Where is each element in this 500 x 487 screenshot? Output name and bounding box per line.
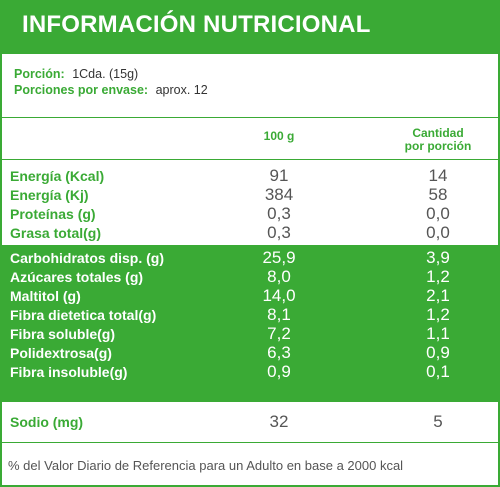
value-per-serving: 0,1: [426, 362, 450, 381]
nutrient-name: Energía (Kj): [10, 187, 89, 203]
value-per100: 91: [269, 166, 289, 185]
table-row: Fibra insoluble(g) 0,9 0,1: [2, 362, 498, 382]
value-per-serving: 5: [433, 412, 443, 431]
value-per100: 384: [264, 185, 294, 204]
nutrient-name: Grasa total(g): [10, 225, 102, 241]
column-header-per-serving-line1: Cantidad: [412, 126, 464, 140]
value-per-serving: 1,2: [426, 305, 450, 324]
servings-value: aprox. 12: [155, 83, 208, 97]
value-per100: 7,2: [267, 324, 291, 343]
divider: [2, 442, 498, 443]
divider: [2, 159, 498, 160]
value-per100: 0,3: [267, 223, 291, 242]
nutrient-name: Fibra insoluble(g): [10, 364, 128, 380]
table-row-sodium: Sodio (mg) 32 5: [2, 412, 498, 432]
nutrient-name: Maltitol (g): [10, 288, 81, 304]
nutrient-name: Polidextrosa(g): [10, 345, 112, 361]
nutrient-name: Fibra dietetica total(g): [10, 307, 157, 323]
column-header-per100: 100 g: [263, 129, 295, 143]
table-row: Proteínas (g) 0,3 0,0: [2, 204, 498, 224]
table-row: Fibra soluble(g) 7,2 1,1: [2, 324, 498, 344]
table-row: Carbohidratos disp. (g) 25,9 3,9: [2, 248, 498, 268]
nutrient-name: Sodio (mg): [10, 414, 84, 430]
value-per-serving: 58: [428, 185, 448, 204]
value-per100: 14,0: [262, 286, 296, 305]
table-row: Energía (Kcal) 91 14: [2, 166, 498, 186]
value-per100: 8,0: [267, 267, 291, 286]
value-per100: 6,3: [267, 343, 291, 362]
header-bar: INFORMACIÓN NUTRICIONAL: [2, 2, 498, 54]
value-per100: 25,9: [262, 248, 296, 267]
value-per-serving: 0,0: [426, 223, 450, 242]
nutrient-name: Energía (Kcal): [10, 168, 105, 184]
value-per100: 0,3: [267, 204, 291, 223]
value-per-serving: 14: [428, 166, 448, 185]
value-per-serving: 1,2: [426, 267, 450, 286]
carbohydrates-band: Carbohidratos disp. (g) 25,9 3,9 Azúcare…: [2, 245, 498, 402]
panel-title: INFORMACIÓN NUTRICIONAL: [22, 11, 371, 38]
daily-value-footnote: % del Valor Diario de Referencia para un…: [8, 458, 404, 473]
portion-line: Porción: 1Cda. (15g): [14, 66, 208, 82]
value-per100: 0,9: [267, 362, 291, 381]
portion-value: 1Cda. (15g): [72, 67, 139, 81]
divider: [2, 117, 498, 118]
value-per-serving: 0,0: [426, 204, 450, 223]
servings-line: Porciones por envase: aprox. 12: [14, 82, 208, 98]
value-per-serving: 3,9: [426, 248, 450, 267]
nutrient-name: Fibra soluble(g): [10, 326, 115, 342]
servings-label: Porciones por envase:: [14, 83, 149, 97]
column-header-per-serving: Cantidad por porción: [383, 127, 493, 153]
value-per-serving: 1,1: [426, 324, 450, 343]
table-row: Fibra dietetica total(g) 8,1 1,2: [2, 305, 498, 325]
table-row: Maltitol (g) 14,0 2,1: [2, 286, 498, 306]
value-per100: 32: [269, 412, 289, 431]
value-per100: 8,1: [267, 305, 291, 324]
table-row: Polidextrosa(g) 6,3 0,9: [2, 343, 498, 363]
table-row: Azúcares totales (g) 8,0 1,2: [2, 267, 498, 287]
nutrient-name: Azúcares totales (g): [10, 269, 144, 285]
table-row: Grasa total(g) 0,3 0,0: [2, 223, 498, 243]
nutrient-name: Carbohidratos disp. (g): [10, 250, 164, 266]
nutrient-name: Proteínas (g): [10, 206, 96, 222]
value-per-serving: 2,1: [426, 286, 450, 305]
column-header-per-serving-line2: por porción: [404, 139, 472, 153]
table-row: Energía (Kj) 384 58: [2, 185, 498, 205]
portion-label: Porción:: [14, 67, 65, 81]
serving-info: Porción: 1Cda. (15g) Porciones por envas…: [14, 66, 208, 98]
value-per-serving: 0,9: [426, 343, 450, 362]
